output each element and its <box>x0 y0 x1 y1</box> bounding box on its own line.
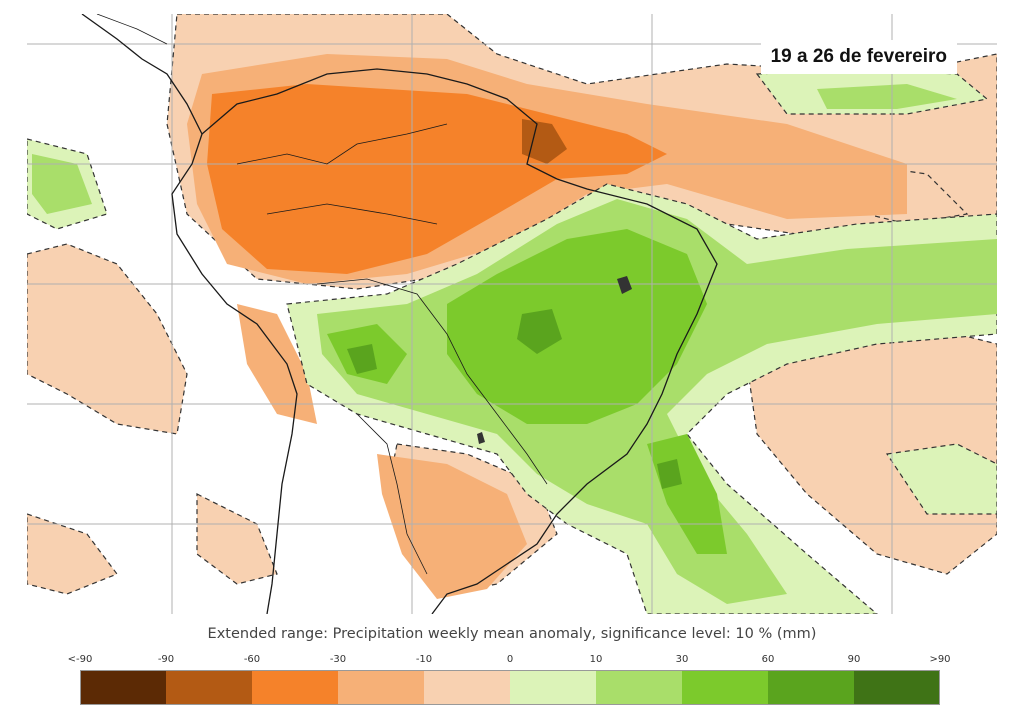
dry-extreme-anomaly-areas <box>522 119 567 164</box>
legend-swatch <box>166 670 252 705</box>
legend-swatch <box>424 670 510 705</box>
graticule-lines <box>27 14 997 614</box>
legend-tick-label: -90 <box>157 654 175 665</box>
wet-extreme-anomaly-areas <box>347 309 682 489</box>
map-caption: Extended range: Precipitation weekly mea… <box>207 626 817 642</box>
legend-tick-label: <-90 <box>67 654 93 665</box>
legend-swatch <box>596 670 682 705</box>
legend-tick-label: 10 <box>589 654 603 665</box>
legend-swatch <box>854 670 940 705</box>
legend-tick-label: -30 <box>329 654 347 665</box>
legend-swatch <box>252 670 338 705</box>
legend-frame <box>80 670 940 705</box>
coastline-and-borders <box>81 14 718 614</box>
lakes <box>477 276 632 444</box>
legend-tick-label: -60 <box>243 654 261 665</box>
legend-swatch <box>682 670 768 705</box>
anomaly-map-svg <box>27 14 997 614</box>
color-legend: <-90 -90 -60 -30 -10 0 10 30 60 90 >90 <box>68 654 951 708</box>
legend-tick-label: -10 <box>415 654 433 665</box>
legend-swatch <box>768 670 854 705</box>
legend-tick-label: 60 <box>761 654 775 665</box>
legend-tick-label: 0 <box>506 654 514 665</box>
legend-swatch <box>338 670 424 705</box>
legend-tick-label: 30 <box>675 654 689 665</box>
legend-tick-label: 90 <box>847 654 861 665</box>
forecast-map: 19 a 26 de fevereiro <box>27 14 997 614</box>
legend-swatch <box>510 670 596 705</box>
legend-tick-label: >90 <box>929 654 951 665</box>
legend-swatch <box>80 670 166 705</box>
date-range-badge: 19 a 26 de fevereiro <box>760 40 957 74</box>
